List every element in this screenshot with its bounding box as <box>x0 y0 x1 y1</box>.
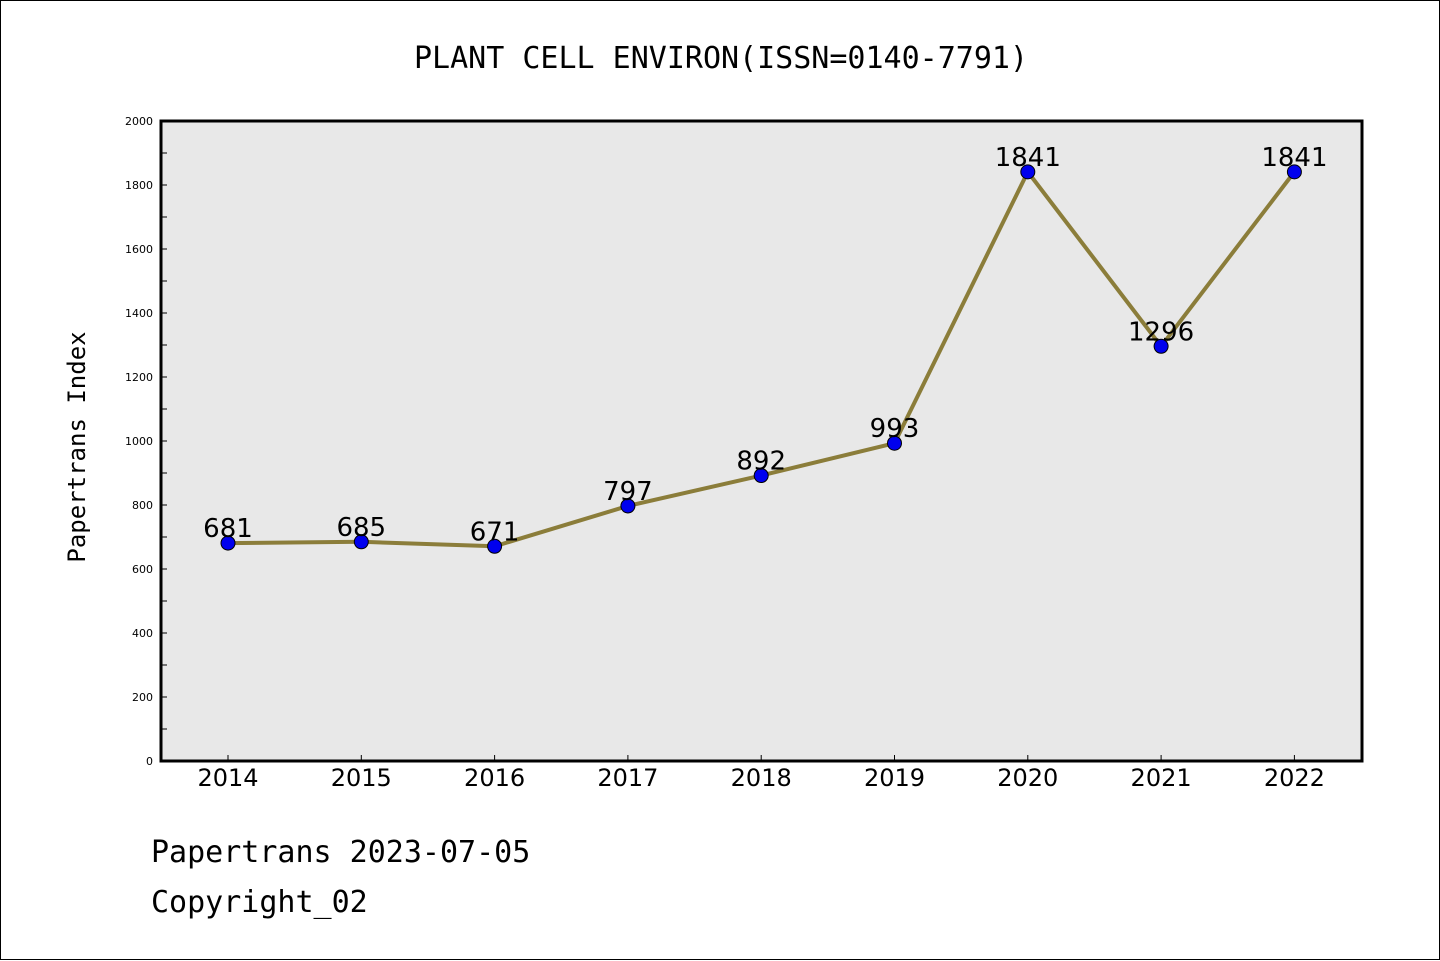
chart-title: PLANT CELL ENVIRON(ISSN=0140-7791) <box>414 41 1028 76</box>
y-tick-label: 0 <box>146 755 153 768</box>
y-tick-label: 1600 <box>125 243 153 256</box>
footer-date: Papertrans 2023-07-05 <box>151 835 531 870</box>
y-tick-label: 800 <box>132 499 153 512</box>
data-point <box>353 534 369 550</box>
x-tick-label: 2021 <box>1131 764 1192 792</box>
y-tick-label: 1800 <box>125 179 153 192</box>
data-label: 1841 <box>1261 143 1327 173</box>
y-tick-label: 1200 <box>125 371 153 384</box>
footer-copyright: Copyright_02 <box>151 885 368 920</box>
x-tick-label: 2022 <box>1264 764 1325 792</box>
data-label: 685 <box>336 513 386 543</box>
x-axis: 2014 2015 2016 2017 2018 2019 2020 2021 2022 <box>197 755 1325 792</box>
x-tick-label: 2018 <box>731 764 792 792</box>
data-point <box>620 498 636 514</box>
data-point <box>1153 338 1169 354</box>
y-axis-label: Papertrans Index <box>63 331 91 562</box>
series-group <box>220 164 1302 554</box>
data-label: 1296 <box>1128 317 1194 347</box>
data-point <box>1286 164 1302 180</box>
x-tick-label: 2014 <box>197 764 258 792</box>
y-axis: 0 200 400 600 800 1000 1200 1400 1600 1800 2000 <box>125 115 167 768</box>
data-label: 797 <box>603 477 653 507</box>
x-tick-label: 2020 <box>997 764 1058 792</box>
data-label: 671 <box>470 517 520 547</box>
x-tick-label: 2017 <box>597 764 658 792</box>
x-tick-label: 2016 <box>464 764 525 792</box>
data-labels-group: 681 685 671 797 892 993 1841 1296 1841 <box>203 143 1327 547</box>
y-tick-label: 400 <box>132 627 153 640</box>
data-label: 892 <box>736 447 786 477</box>
data-label: 1841 <box>995 143 1061 173</box>
x-tick-label: 2015 <box>331 764 392 792</box>
y-tick-label: 1000 <box>125 435 153 448</box>
y-tick-label: 1400 <box>125 307 153 320</box>
data-point <box>887 435 902 451</box>
x-tick-label: 2019 <box>864 764 925 792</box>
data-point <box>487 538 503 554</box>
data-point <box>220 535 236 551</box>
y-tick-label: 200 <box>132 691 153 704</box>
y-tick-label: 2000 <box>125 115 153 128</box>
data-point <box>1020 164 1036 180</box>
plot-area <box>159 119 1364 763</box>
data-label: 681 <box>203 514 253 544</box>
data-point <box>753 468 769 484</box>
y-tick-label: 600 <box>132 563 153 576</box>
data-label: 993 <box>870 414 920 444</box>
